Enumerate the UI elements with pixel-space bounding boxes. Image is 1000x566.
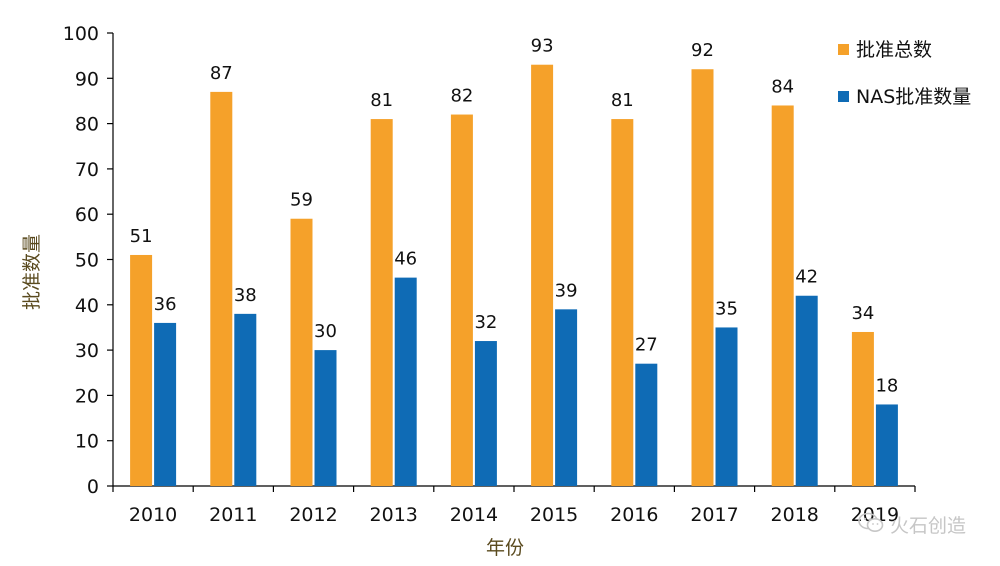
legend: 批准总数 NAS批准数量: [838, 39, 971, 108]
y-tick-label: 80: [75, 114, 99, 136]
legend-swatch-nas: [838, 91, 849, 102]
y-tick-label: 10: [75, 431, 99, 453]
x-tick-label: 2018: [771, 504, 819, 526]
x-tick-label: 2013: [370, 504, 418, 526]
bar-total: [691, 69, 714, 487]
y-tick-label: 90: [75, 68, 99, 90]
legend-label-total: 批准总数: [856, 39, 932, 61]
data-label-nas: 38: [234, 285, 257, 306]
data-label-total: 92: [691, 40, 714, 61]
wechat-icon: [858, 512, 884, 538]
bar-total: [210, 91, 233, 486]
bar-total: [851, 331, 874, 486]
y-tick-label: 60: [75, 204, 99, 226]
data-label-total: 81: [370, 90, 393, 111]
data-label-nas: 27: [635, 335, 658, 356]
data-label-total: 82: [450, 86, 473, 107]
data-label-nas: 18: [875, 375, 898, 396]
x-tick-label: 2016: [610, 504, 658, 526]
bar-total: [370, 119, 393, 486]
bar-nas: [474, 341, 497, 486]
y-tick-label: 50: [75, 250, 99, 272]
x-tick-label: 2014: [450, 504, 498, 526]
bar-nas: [795, 295, 818, 486]
data-label-nas: 39: [555, 280, 578, 301]
legend-label-nas: NAS批准数量: [856, 86, 971, 108]
y-tick-label: 0: [87, 476, 99, 498]
data-label-nas: 42: [795, 267, 818, 288]
data-label-total: 87: [210, 63, 233, 84]
x-tick-label: 2010: [129, 504, 177, 526]
data-labels: 51 87 59 81 82 93 81 92 84 34 36 38 30 46 32 39 27 35 42 18: [130, 36, 899, 397]
legend-swatch-total: [838, 44, 849, 55]
x-tick-label: 2015: [530, 504, 578, 526]
bar-nas: [314, 350, 337, 486]
data-label-total: 34: [851, 303, 874, 324]
bar-total: [771, 105, 794, 486]
data-label-nas: 32: [474, 312, 497, 333]
data-label-nas: 36: [154, 294, 177, 315]
y-tick-label: 70: [75, 159, 99, 181]
y-tick-label: 100: [63, 23, 99, 45]
bar-total: [130, 254, 153, 486]
data-label-total: 84: [771, 76, 794, 97]
data-label-nas: 46: [394, 249, 417, 270]
x-tick-label: 2012: [289, 504, 337, 526]
bars: [130, 64, 898, 487]
y-tick-label: 20: [75, 385, 99, 407]
y-tick-label: 40: [75, 295, 99, 317]
x-tick-label: 2011: [209, 504, 257, 526]
bar-total: [531, 64, 554, 487]
data-label-total: 93: [531, 36, 554, 57]
bar-nas: [635, 363, 658, 486]
x-tick-label: 2017: [690, 504, 738, 526]
y-tick-label: 30: [75, 340, 99, 362]
bar-total: [450, 114, 473, 486]
bar-nas: [234, 313, 257, 486]
data-label-nas: 35: [715, 298, 738, 319]
data-label-total: 59: [290, 190, 313, 211]
watermark: 火石创造: [858, 511, 966, 538]
bar-nas: [154, 322, 177, 486]
y-axis-title: 批准数量: [21, 234, 43, 310]
bar-total: [611, 119, 634, 486]
x-axis-title: 年份: [486, 537, 524, 559]
x-axis: 2010 2011 2012 2013 2014 2015 2016 2017 2018 2019: [112, 485, 916, 526]
bar-nas: [875, 404, 898, 486]
data-label-total: 51: [130, 226, 153, 247]
bar-nas: [394, 277, 417, 486]
bar-nas: [715, 327, 738, 486]
data-label-nas: 30: [314, 321, 337, 342]
bar-nas: [555, 309, 578, 486]
y-axis: 0 10 20 30 40 50 60 70 80 90 100: [63, 23, 114, 498]
bar-total: [290, 218, 313, 487]
data-label-total: 81: [611, 90, 634, 111]
watermark-text: 火石创造: [889, 515, 966, 537]
